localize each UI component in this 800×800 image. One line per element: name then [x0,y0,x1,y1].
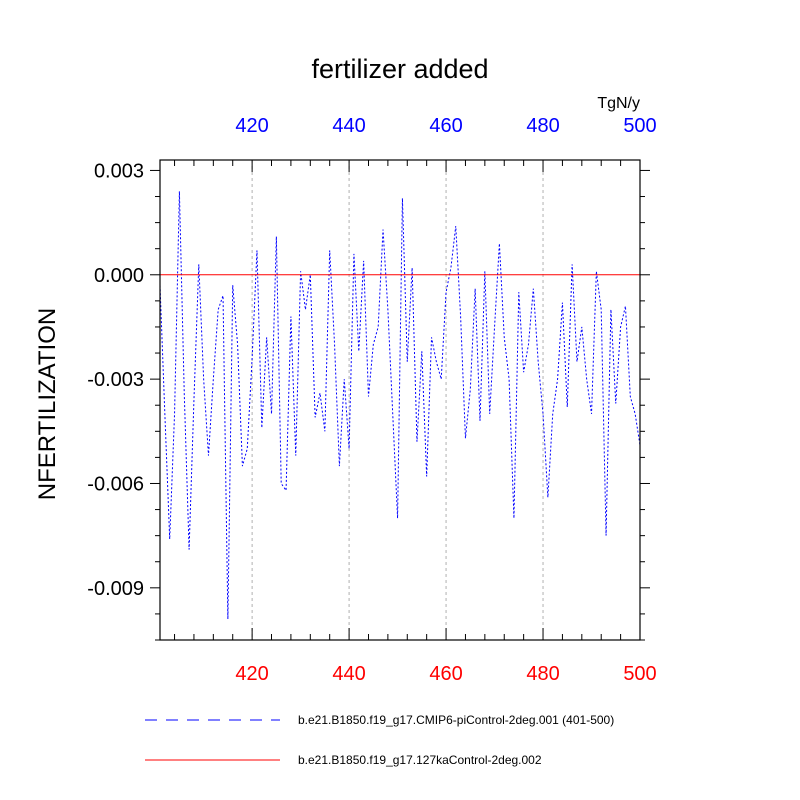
plot-frame [159,159,641,641]
tick-labels: 420 420 440 440 460 460 480 480 500 500 0.003 0.000… [87,115,656,685]
units-label: TgN/y [597,95,640,112]
y-tick-label: 0.000 [94,265,144,287]
y-tick-label: -0.006 [87,473,144,495]
x-tick-label-bottom: 420 [235,663,268,685]
y-axis-label: NFERTILIZATION [34,308,61,500]
x-tick-label-bottom: 440 [332,663,365,685]
axis-ticks [150,160,650,641]
y-tick-label: -0.009 [87,578,144,600]
legend: b.e21.B1850.f19_g17.CMIP6-piControl-2deg… [145,713,614,767]
grid-lines [251,160,544,640]
y-tick-label: -0.003 [87,369,144,391]
x-tick-label-top: 440 [332,115,365,137]
chart-title: fertilizer added [311,54,488,84]
x-tick-label-bottom: 480 [526,663,559,685]
y-tick-label: 0.003 [94,160,144,182]
series-line-piControl [159,191,641,620]
x-tick-label-top: 460 [429,115,462,137]
x-tick-label-bottom: 460 [429,663,462,685]
legend-label: b.e21.B1850.f19_g17.127kaControl-2deg.00… [298,753,542,767]
x-tick-label-bottom: 500 [623,663,656,685]
x-tick-label-top: 420 [235,115,268,137]
x-tick-label-top: 500 [623,115,656,137]
series-lines [159,191,641,620]
legend-label: b.e21.B1850.f19_g17.CMIP6-piControl-2deg… [298,713,614,727]
x-tick-label-top: 480 [526,115,559,137]
